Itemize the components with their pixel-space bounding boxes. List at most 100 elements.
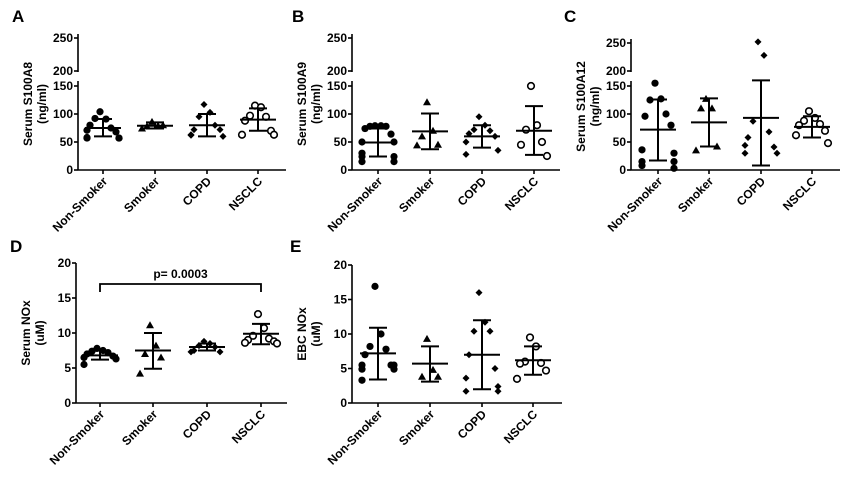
data-point — [744, 134, 752, 142]
group-non-smoker — [83, 108, 123, 142]
x-tick-label: NSCLC — [502, 174, 541, 213]
data-point — [494, 382, 502, 390]
data-point — [190, 126, 198, 134]
y-axis-title: Serum S100A12 — [574, 61, 588, 152]
data-point — [670, 149, 678, 157]
data-point — [418, 132, 426, 140]
y-tick-label: 100 — [606, 107, 626, 121]
y-axis-title: (ng/ml) — [588, 87, 602, 127]
y-tick-label: 10 — [334, 327, 348, 341]
x-tick-label: Smoker — [675, 174, 716, 215]
panel-letter: A — [12, 7, 24, 26]
data-point — [475, 289, 483, 297]
data-point — [219, 132, 227, 140]
group-non-smoker — [358, 282, 398, 384]
data-point — [390, 365, 398, 373]
data-point — [112, 128, 120, 136]
panel-d: D 0 5 10 15 20 Serum NOx (uM) Non-Smoker Smoker CO… — [10, 237, 287, 468]
data-point — [115, 134, 123, 142]
y-tick-label: 250 — [327, 31, 347, 45]
y-axis-title: Serum S100A8 — [21, 62, 35, 146]
y-tick-label: 20 — [334, 258, 348, 272]
data-point — [157, 353, 165, 361]
data-point — [465, 130, 473, 138]
data-point — [387, 130, 395, 138]
data-point — [667, 121, 675, 129]
y-tick-label: 150 — [327, 79, 347, 93]
data-point — [537, 137, 547, 147]
group-copd — [187, 100, 227, 140]
data-point — [749, 117, 757, 125]
data-point — [462, 138, 470, 146]
data-point — [146, 321, 154, 329]
group-nsclc — [791, 107, 833, 148]
y-tick-label: 250 — [53, 31, 73, 45]
data-point — [486, 127, 494, 135]
data-point — [434, 372, 442, 380]
data-point — [491, 365, 499, 372]
data-point — [96, 108, 104, 116]
data-point — [804, 107, 814, 116]
data-point — [80, 360, 88, 369]
y-tick-label: 0 — [64, 396, 71, 410]
data-point — [470, 327, 478, 335]
x-tick-label: Smoker — [121, 174, 162, 215]
group-copd — [187, 337, 225, 356]
data-point — [741, 149, 749, 157]
y-tick-label: 50 — [60, 135, 74, 149]
data-point — [187, 348, 195, 356]
data-point — [187, 131, 195, 139]
x-tick-label: Non-Smoker — [605, 174, 666, 235]
data-point — [462, 150, 470, 158]
data-point — [358, 365, 366, 373]
data-point — [697, 104, 705, 112]
group-copd — [462, 289, 502, 395]
data-point — [377, 330, 385, 338]
data-point — [486, 327, 494, 335]
panel-letter: B — [292, 7, 304, 26]
group-nsclc — [237, 101, 279, 139]
y-tick-label: 15 — [58, 291, 72, 305]
data-point — [253, 310, 263, 319]
data-point — [371, 282, 379, 290]
x-tick-label: NSCLC — [226, 174, 265, 213]
data-point — [773, 149, 781, 157]
y-tick-label: 200 — [606, 64, 626, 78]
data-point — [390, 152, 398, 161]
data-point — [741, 141, 749, 149]
data-point — [240, 116, 250, 125]
x-tick-label: Non-Smoker — [47, 407, 108, 468]
x-tick-label: Non-Smoker — [50, 174, 111, 235]
data-point — [512, 374, 522, 383]
data-point — [670, 158, 678, 166]
data-point — [423, 334, 431, 342]
data-point — [382, 345, 390, 353]
y-axis-title: Serum NOx — [19, 300, 33, 366]
data-point — [754, 38, 762, 46]
panel-e: E 0 5 10 15 20 EBC NOx (uM) Non-Smoker Smoker COPD… — [290, 237, 562, 468]
y-tick-label: 250 — [606, 36, 626, 50]
y-tick-label: 0 — [340, 163, 347, 177]
data-point — [418, 372, 426, 380]
data-point — [760, 51, 768, 59]
x-tick-label: NSCLC — [501, 407, 540, 446]
x-tick-label: COPD — [180, 407, 215, 442]
data-point — [269, 130, 279, 139]
data-point — [358, 158, 366, 166]
y-axis-title: (uM) — [33, 320, 47, 345]
group-nsclc — [512, 333, 551, 383]
group-non-smoker — [80, 344, 120, 369]
data-point — [83, 133, 91, 142]
x-tick-label: COPD — [455, 174, 490, 209]
data-point — [799, 116, 809, 125]
data-point — [240, 338, 250, 347]
y-tick-label: 5 — [340, 362, 347, 376]
p-value-label: p= 0.0003 — [153, 267, 208, 281]
y-tick-label: 100 — [327, 107, 347, 121]
data-point — [670, 164, 678, 172]
data-point — [638, 161, 646, 170]
data-point — [366, 342, 374, 351]
